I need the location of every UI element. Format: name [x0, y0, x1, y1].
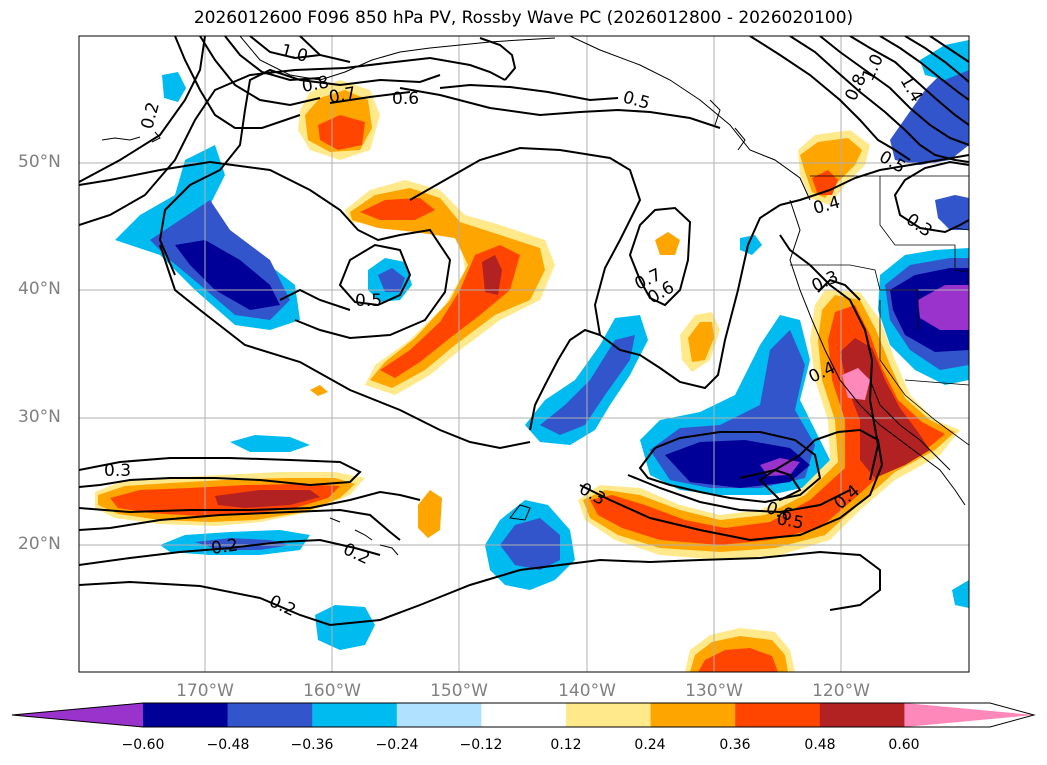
lat-label-40n: 40°N [18, 279, 61, 299]
coastlines [101, 36, 966, 556]
colorbar-extend-high [904, 703, 1034, 727]
svg-text:0.3: 0.3 [104, 461, 131, 481]
svg-text:0.7: 0.7 [327, 84, 357, 108]
pv-map: 1.0 0.8 0.7 0.6 0.5 1.4 1.0 0.8 0.5 0.2 … [78, 35, 970, 673]
lat-label-50n: 50°N [18, 152, 61, 172]
colorbar-tick-label: −0.36 [290, 737, 334, 753]
colorbar-segment [227, 703, 313, 727]
colorbar-segment [396, 703, 482, 727]
lon-label-150w: 150°W [430, 681, 488, 701]
lon-label-130w: 130°W [685, 681, 743, 701]
svg-text:0.6: 0.6 [392, 89, 419, 109]
colorbar-extend-low [12, 703, 143, 727]
colorbar-segment [735, 703, 821, 727]
lat-label-30n: 30°N [18, 407, 61, 427]
lon-label-160w: 160°W [303, 681, 361, 701]
lon-label-120w: 120°W [812, 681, 870, 701]
svg-text:0.2: 0.2 [210, 535, 240, 559]
colorbar-tick-label: −0.12 [459, 737, 503, 753]
colorbar-tick-label: 0.12 [550, 737, 582, 753]
colorbar-tick-label: −0.48 [206, 737, 250, 753]
colorbar-tick-label: 0.60 [888, 737, 920, 753]
colorbar-segment [819, 703, 905, 727]
colorbar-tick-label: 0.48 [804, 737, 836, 753]
lon-label-140w: 140°W [558, 681, 616, 701]
lat-label-20n: 20°N [18, 534, 61, 554]
colorbar-segment [481, 703, 567, 727]
colorbar-tick-label: 0.36 [719, 737, 751, 753]
colorbar-segments [12, 703, 1034, 727]
negative-anomaly-northeast [878, 40, 969, 385]
svg-text:0.8: 0.8 [300, 73, 330, 97]
colorbar [11, 702, 1036, 728]
plot-title: 2026012600 F096 850 hPa PV, Rossby Wave … [193, 8, 854, 28]
lon-label-170w: 170°W [176, 681, 234, 701]
map-frame [78, 35, 970, 673]
colorbar-outline [11, 702, 1036, 728]
positive-anomaly-center [345, 180, 555, 395]
negative-anomaly-east [640, 315, 830, 495]
positive-anomaly-southeast [578, 290, 960, 560]
svg-text:0.5: 0.5 [355, 291, 382, 311]
positive-anomaly-small [418, 490, 442, 538]
positive-anomaly-north [298, 80, 380, 160]
colorbar-segment [312, 703, 398, 727]
colorbar-tick-label: −0.60 [121, 737, 165, 753]
colorbar-tick-label: 0.24 [634, 737, 666, 753]
pv-contours [79, 36, 969, 627]
colorbar-tick-label: −0.24 [375, 737, 419, 753]
colorbar-segment [566, 703, 652, 727]
colorbar-segment [650, 703, 736, 727]
political-borders [790, 175, 969, 446]
svg-text:0.5: 0.5 [775, 509, 805, 533]
colorbar-segment [143, 703, 229, 727]
